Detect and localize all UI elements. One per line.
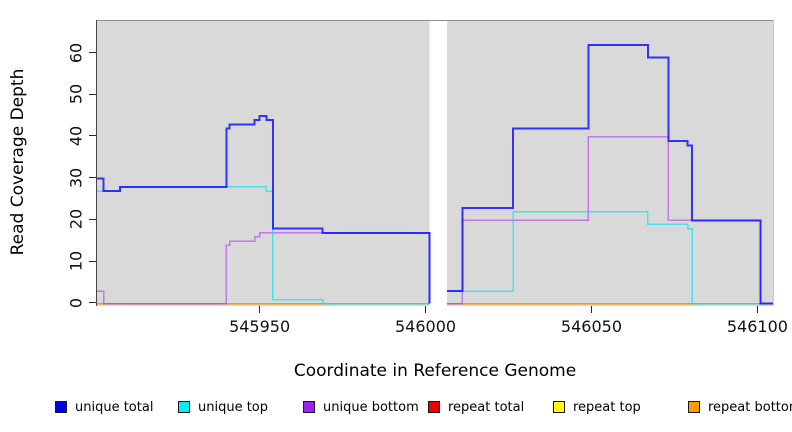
legend-swatch xyxy=(688,401,700,413)
plot-panel xyxy=(97,20,774,306)
y-tick xyxy=(89,218,96,220)
legend-item-repeat-total: repeat total xyxy=(428,399,524,415)
series-line-unique-bottom xyxy=(97,232,431,305)
legend-item-repeat-bottom: repeat bottom xyxy=(688,399,792,415)
y-tick xyxy=(89,260,96,262)
legend-swatch xyxy=(428,401,440,413)
y-tick xyxy=(89,135,96,137)
legend-swatch xyxy=(178,401,190,413)
x-tick xyxy=(590,306,592,313)
y-axis-title: Read Coverage Depth xyxy=(8,68,28,256)
legend-label: repeat top xyxy=(573,399,641,415)
legend-item-unique-total: unique total xyxy=(55,399,153,415)
y-tick-label: 10 xyxy=(66,250,86,272)
y-tick xyxy=(89,52,96,54)
x-tick xyxy=(259,306,261,313)
series-line-unique-total xyxy=(97,115,431,304)
series-line-unique-top xyxy=(447,211,773,305)
x-tick xyxy=(425,306,427,313)
legend-item-repeat-top: repeat top xyxy=(553,399,641,415)
y-tick-label: 50 xyxy=(66,84,86,105)
legend-swatch xyxy=(55,401,67,413)
series-line-unique-top xyxy=(97,186,430,305)
legend-item-unique-top: unique top xyxy=(178,399,268,415)
x-tick-label: 546000 xyxy=(394,317,457,336)
y-axis-line xyxy=(96,20,97,306)
legend-swatch xyxy=(553,401,565,413)
y-tick xyxy=(89,302,96,304)
legend-label: repeat total xyxy=(448,399,525,415)
y-tick-label: 60 xyxy=(66,42,86,63)
y-tick xyxy=(89,177,96,179)
y-tick-label: 40 xyxy=(66,125,86,147)
legend-item-unique-bottom: unique bottom xyxy=(303,399,419,415)
legend-label: unique bottom xyxy=(323,399,419,415)
x-tick-label: 546100 xyxy=(726,317,788,336)
plot-canvas xyxy=(97,21,773,306)
x-tick-label: 546050 xyxy=(560,317,622,336)
y-tick-label: 30 xyxy=(66,167,86,188)
y-tick xyxy=(89,93,96,95)
series-line-unique-total xyxy=(447,44,773,305)
y-tick-label: 0 xyxy=(66,297,86,308)
legend-label: unique top xyxy=(198,399,269,415)
y-tick-label: 20 xyxy=(66,209,86,230)
x-tick xyxy=(756,306,758,313)
legend-swatch xyxy=(303,401,315,413)
legend-label: repeat bottom xyxy=(708,399,792,415)
legend-label: unique total xyxy=(75,399,154,415)
x-tick-label: 545950 xyxy=(229,317,291,336)
gap-band xyxy=(429,21,448,306)
x-axis-title: Coordinate in Reference Genome xyxy=(293,361,577,381)
